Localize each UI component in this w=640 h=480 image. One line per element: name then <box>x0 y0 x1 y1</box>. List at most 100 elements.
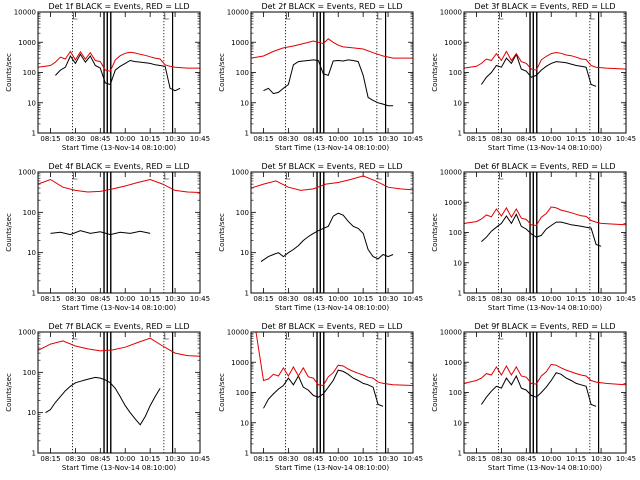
chart-title: Det 9f BLACK = Events, RED = LLD <box>474 322 615 331</box>
y-tick-label: 1 <box>245 130 249 138</box>
plot-frame <box>463 11 627 134</box>
x-tick-label: 10:00 <box>328 295 348 303</box>
y-tick-label: 1000 <box>18 39 36 47</box>
y-tick-label: 100 <box>236 389 249 397</box>
y-tick-label: 10 <box>453 99 462 107</box>
y-axis-label: Counts/sec <box>431 53 439 92</box>
y-tick-label: 10 <box>27 99 36 107</box>
x-tick-label: 10:15 <box>140 455 160 463</box>
marker-bracket <box>499 333 504 340</box>
x-tick-label: 08:30 <box>65 295 85 303</box>
y-axis-label: Counts/sec <box>5 213 13 252</box>
x-tick-label: 10:30 <box>165 295 185 303</box>
x-tick-label: 10:45 <box>616 455 636 463</box>
marker-bracket <box>286 173 291 180</box>
panel-det-4: Det 4f BLACK = Events, RED = LLD Counts/s… <box>5 162 210 312</box>
marker-bracket <box>590 13 595 20</box>
x-tick-label: 08:15 <box>40 455 60 463</box>
x-tick-label: 08:45 <box>303 455 323 463</box>
x-tick-label: 10:30 <box>591 295 611 303</box>
x-tick-label: 10:15 <box>566 295 586 303</box>
x-tick-label: 10:15 <box>140 295 160 303</box>
y-tick-label: 1000 <box>231 169 249 177</box>
series-lld-line <box>463 50 627 71</box>
x-axis-label: Start Time (13-Nov-14 08:10:00) <box>488 464 602 472</box>
panel-det-1: Det 1f BLACK = Events, RED = LLD Counts/s… <box>5 2 210 152</box>
y-tick-label: 1 <box>458 290 462 298</box>
chart-title: Det 8f BLACK = Events, RED = LLD <box>261 322 402 331</box>
x-tick-label: 08:45 <box>90 295 110 303</box>
plot-frame <box>250 11 414 134</box>
x-tick-label: 10:00 <box>541 295 561 303</box>
plot-frame <box>463 331 627 454</box>
x-tick-label: 08:15 <box>466 455 486 463</box>
x-tick-label: 10:30 <box>378 295 398 303</box>
panel-det-7: Det 7f BLACK = Events, RED = LLD Counts/s… <box>5 322 210 472</box>
series-events-line <box>55 53 181 92</box>
x-tick-label: 08:15 <box>253 455 273 463</box>
x-tick-label: 08:45 <box>516 455 536 463</box>
x-axis-label: Start Time (13-Nov-14 08:10:00) <box>488 304 602 312</box>
x-axis-label: Start Time (13-Nov-14 08:10:00) <box>62 464 176 472</box>
series-lld-line <box>37 337 201 357</box>
marker-bracket <box>377 173 382 180</box>
y-tick-label: 100 <box>236 69 249 77</box>
marker-bracket <box>286 333 291 340</box>
chart-title: Det 4f BLACK = Events, RED = LLD <box>48 162 189 171</box>
y-tick-label: 10 <box>453 419 462 427</box>
y-tick-label: 100 <box>449 229 462 237</box>
y-tick-label: 10 <box>27 409 36 417</box>
marker-bracket <box>377 333 382 340</box>
marker-bracket <box>499 173 504 180</box>
series-lld-line <box>37 178 201 193</box>
panel-det-6: Det 6f BLACK = Events, RED = LLD Counts/s… <box>431 162 636 312</box>
x-tick-label: 08:45 <box>516 135 536 143</box>
y-tick-label: 1 <box>32 290 36 298</box>
plot-frame <box>37 11 201 134</box>
y-tick-label: 100 <box>23 369 36 377</box>
x-tick-label: 10:30 <box>165 135 185 143</box>
y-tick-label: 10000 <box>227 329 249 337</box>
marker-bracket <box>377 13 382 20</box>
x-tick-label: 10:30 <box>165 455 185 463</box>
x-tick-label: 10:00 <box>328 135 348 143</box>
marker-bracket <box>286 13 291 20</box>
y-tick-label: 10 <box>27 249 36 257</box>
series-events-line <box>480 53 597 87</box>
y-tick-label: 1000 <box>18 329 36 337</box>
x-tick-label: 08:15 <box>253 135 273 143</box>
marker-bracket <box>73 333 78 340</box>
y-tick-label: 100 <box>449 389 462 397</box>
y-tick-label: 1 <box>32 450 36 458</box>
x-tick-label: 08:45 <box>90 135 110 143</box>
plot-frame <box>37 171 201 294</box>
x-tick-label: 10:30 <box>378 455 398 463</box>
chart-title: Det 3f BLACK = Events, RED = LLD <box>474 2 615 11</box>
y-tick-label: 100 <box>23 69 36 77</box>
y-tick-label: 1 <box>245 450 249 458</box>
series-lld-line <box>251 331 414 387</box>
x-axis-label: Start Time (13-Nov-14 08:10:00) <box>62 304 176 312</box>
x-tick-label: 10:00 <box>115 455 135 463</box>
x-tick-label: 08:45 <box>90 455 110 463</box>
plot-frame <box>250 331 414 454</box>
panel-det-2: Det 2f BLACK = Events, RED = LLD Counts/s… <box>218 2 423 152</box>
marker-bracket <box>164 333 169 340</box>
x-tick-label: 10:45 <box>616 135 636 143</box>
x-tick-label: 10:00 <box>541 135 561 143</box>
x-tick-label: 10:30 <box>591 135 611 143</box>
series-events-line <box>263 369 384 409</box>
x-tick-label: 10:15 <box>140 135 160 143</box>
x-tick-label: 08:30 <box>491 295 511 303</box>
x-tick-label: 10:45 <box>190 455 210 463</box>
marker-bracket <box>499 13 504 20</box>
x-tick-label: 08:15 <box>40 135 60 143</box>
x-tick-label: 10:00 <box>541 455 561 463</box>
marker-bracket <box>73 173 78 180</box>
y-axis-label: Counts/sec <box>218 213 226 252</box>
x-tick-label: 10:15 <box>353 455 373 463</box>
y-tick-label: 10000 <box>227 9 249 17</box>
chart-title: Det 7f BLACK = Events, RED = LLD <box>48 322 189 331</box>
y-tick-label: 1000 <box>444 359 462 367</box>
x-tick-label: 10:15 <box>353 295 373 303</box>
